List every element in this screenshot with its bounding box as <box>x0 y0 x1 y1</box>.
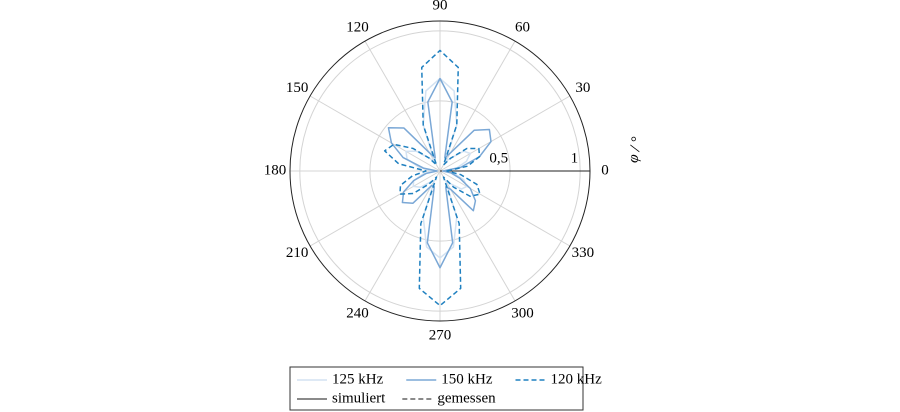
r-tick-label: 0,5 <box>489 150 508 166</box>
angle-tick-label: 210 <box>286 245 309 261</box>
legend-label: 150 kHz <box>441 371 493 387</box>
legend-box <box>289 366 584 411</box>
angle-tick-label: 30 <box>575 80 590 96</box>
angle-tick-label: 90 <box>433 0 448 13</box>
grid-spoke <box>439 170 571 247</box>
grid-spoke <box>439 40 516 172</box>
series-line <box>387 77 492 269</box>
legend-label: 125 kHz <box>332 371 384 387</box>
angle-tick-label: 240 <box>346 305 369 321</box>
series-line <box>405 77 472 259</box>
legend-label: simuliert <box>332 390 386 406</box>
series-line <box>383 49 481 307</box>
angle-tick-label: 0 <box>601 162 609 178</box>
grid-spoke <box>364 170 441 302</box>
r-tick-label: 1 <box>571 150 579 166</box>
grid-spoke <box>364 40 441 172</box>
legend-label: 120 kHz <box>551 371 603 387</box>
legend-label: gemessen <box>437 390 496 406</box>
angle-tick-label: 120 <box>346 20 369 36</box>
angle-tick-label: 60 <box>515 20 530 36</box>
grid-spoke <box>309 95 441 172</box>
angle-tick-label: 150 <box>286 80 309 96</box>
angle-tick-label: 330 <box>572 245 595 261</box>
angle-tick-label: 180 <box>264 162 287 178</box>
grid-spoke <box>309 170 441 247</box>
grid-spoke <box>439 170 516 302</box>
angle-tick-label: 270 <box>429 327 452 343</box>
angle-tick-label: 300 <box>511 305 534 321</box>
axis-label: φ / ° <box>625 136 645 164</box>
grid-spoke <box>439 95 571 172</box>
